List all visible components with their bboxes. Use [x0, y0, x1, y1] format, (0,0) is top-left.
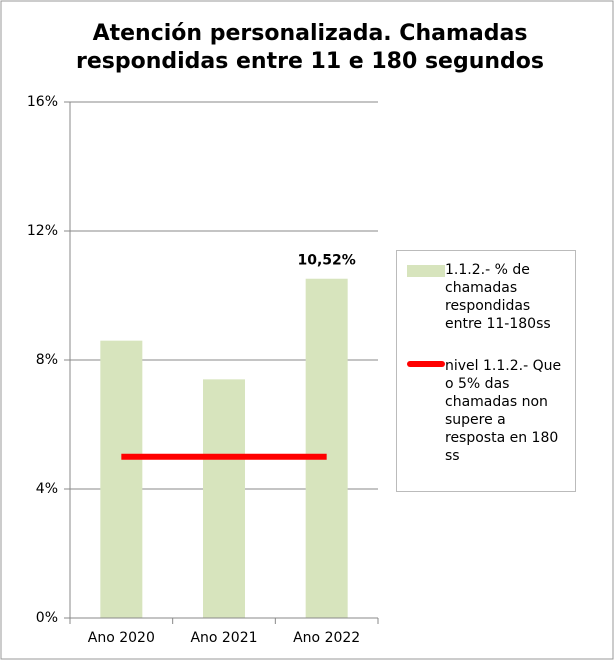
x-tick-label: Ano 2022: [293, 630, 360, 646]
y-tick-label: 16%: [27, 94, 58, 110]
legend: 1.1.2.- % de chamadas respondidas entre …: [396, 250, 576, 492]
x-tick-label: Ano 2020: [88, 630, 155, 646]
bar: [100, 340, 143, 618]
x-tick-label: Ano 2021: [190, 630, 257, 646]
data-label: 10,52%: [298, 253, 356, 269]
legend-swatch: [407, 361, 445, 367]
legend-label: 1.1.2.- % de chamadas respondidas entre …: [445, 262, 551, 332]
legend-swatch: [407, 265, 445, 277]
bar: [203, 379, 245, 618]
y-tick-label: 12%: [27, 223, 58, 239]
bar: [305, 278, 348, 618]
legend-label: nivel 1.1.2.- Que o 5% das chamadas non …: [445, 358, 562, 464]
y-tick-label: 0%: [36, 610, 58, 626]
legend-entry: 1.1.2.- % de chamadas respondidas entre …: [397, 261, 569, 333]
y-tick-label: 4%: [36, 481, 58, 497]
legend-entry: nivel 1.1.2.- Que o 5% das chamadas non …: [397, 357, 569, 465]
y-tick-label: 8%: [36, 352, 58, 368]
chart-title: Atención personalizada. Chamadas respond…: [75, 21, 545, 74]
